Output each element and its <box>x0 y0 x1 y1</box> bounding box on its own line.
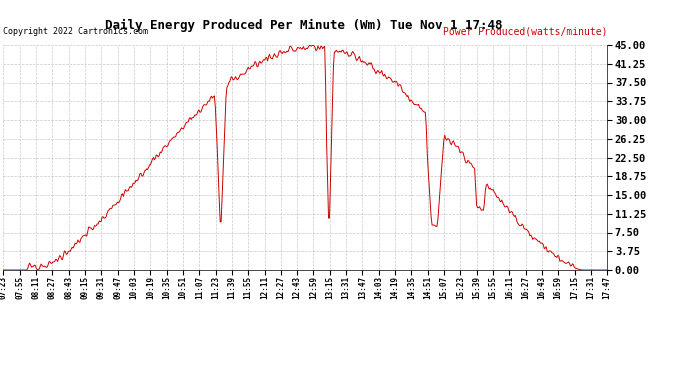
Text: Power Produced(watts/minute): Power Produced(watts/minute) <box>443 27 607 37</box>
Text: Copyright 2022 Cartronics.com: Copyright 2022 Cartronics.com <box>3 27 148 36</box>
Text: Daily Energy Produced Per Minute (Wm) Tue Nov 1 17:48: Daily Energy Produced Per Minute (Wm) Tu… <box>105 19 502 32</box>
